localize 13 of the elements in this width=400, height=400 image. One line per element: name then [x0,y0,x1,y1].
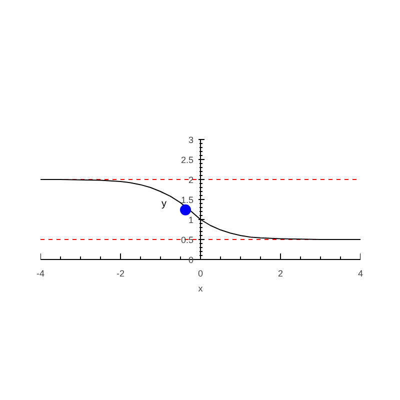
series-label: y [162,198,166,210]
y-tick-label: 0.5 [180,235,194,245]
x-tick-label: -2 [116,268,125,278]
x-tick-label: 2 [278,268,284,278]
x-tick-label: 4 [358,268,364,278]
y-tick-label: 1 [188,215,194,225]
y-tick-label: 1.5 [180,195,194,205]
x-tick-label: -4 [36,268,45,278]
y-tick-label: 2 [188,175,194,185]
y-tick-label: 2.5 [180,155,194,165]
x-tick-label: 0 [198,268,204,278]
y-tick-label: 3 [188,135,194,145]
x-axis-title: x [198,284,204,294]
